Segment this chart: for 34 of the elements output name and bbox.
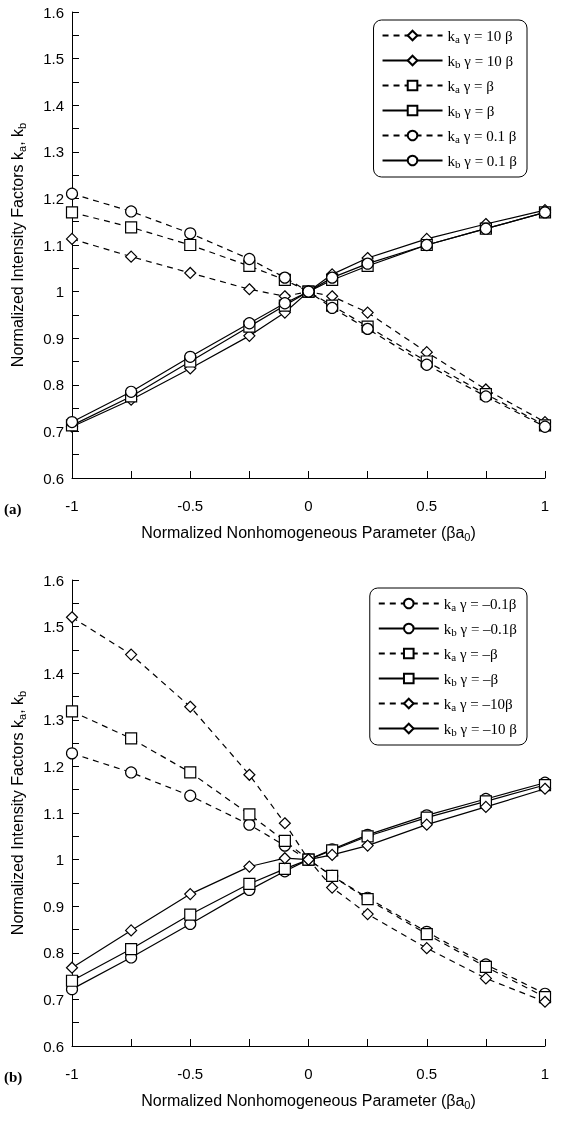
y-tick-label: 1.6 [43,571,64,589]
y-tick-label: 0.7 [43,422,64,440]
x-tick-label: -0.5 [177,1065,204,1082]
y-tick-label: 0.7 [43,990,64,1008]
y-tick-label: 0.8 [43,944,64,962]
y-tick-label: 1.4 [43,664,64,682]
y-tick-label: 1.6 [43,3,64,21]
y-tick-label: 0.8 [43,376,64,394]
y-tick-label: 1.1 [43,236,64,254]
y-tick-label: 0.6 [43,1037,64,1055]
x-tick-label: 1 [540,497,550,514]
y-tick-label: 1.5 [43,50,64,68]
y-tick-label: 0.6 [43,469,64,487]
x-tick-label: 0.5 [416,497,438,514]
y-tick-label: 1 [55,851,64,869]
x-tick-label: -1 [65,497,79,514]
y-tick-label: 1.5 [43,618,64,636]
x-tick-label: 0 [304,497,313,514]
y-tick-label: 1.2 [43,757,64,775]
x-tick-label: 0.5 [416,1065,438,1082]
text: (a) [4,500,22,518]
y-tick-label: 1.1 [43,804,64,822]
y-tick-label: 0.9 [43,329,64,347]
y-tick-label: 1.3 [43,711,64,729]
y-tick-label: 1 [55,283,64,301]
x-tick-label: 1 [540,1065,550,1082]
x-tick-label: 0 [304,1065,313,1082]
y-tick-label: 1.2 [43,189,64,207]
x-tick-label: -0.5 [177,497,204,514]
x-tick-label: -1 [65,1065,79,1082]
text: (b) [4,1068,23,1086]
y-tick-label: 1.3 [43,143,64,161]
y-tick-label: 1.4 [43,96,64,114]
y-tick-label: 0.9 [43,897,64,915]
